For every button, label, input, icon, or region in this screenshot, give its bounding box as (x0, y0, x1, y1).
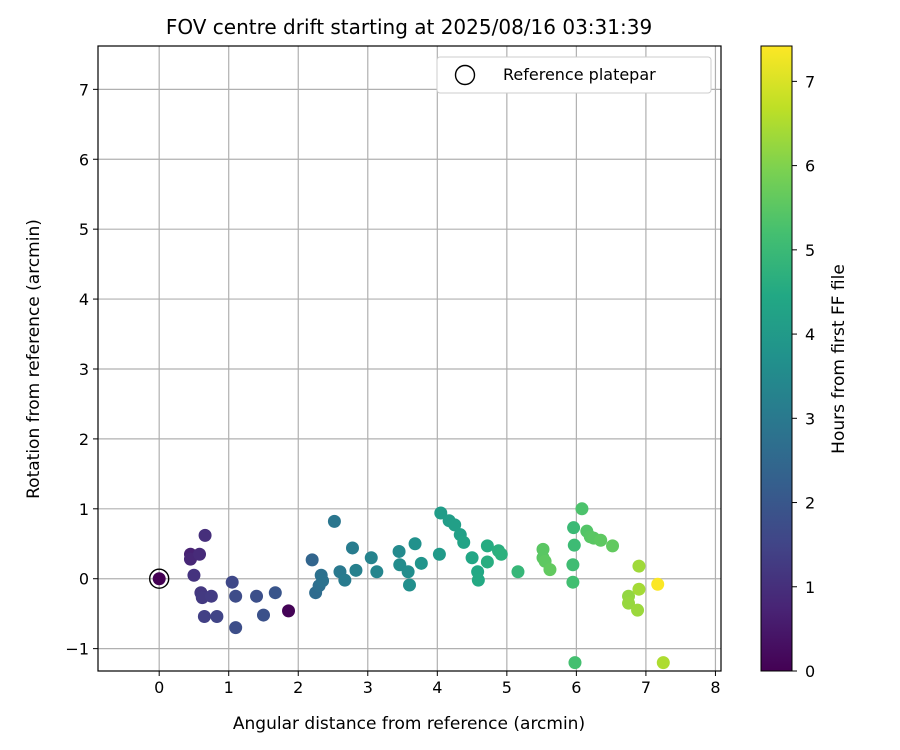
data-point (651, 577, 665, 591)
data-point (316, 574, 330, 588)
data-point (568, 656, 582, 670)
data-point (197, 609, 211, 623)
data-point (448, 518, 462, 532)
data-point (345, 541, 359, 555)
x-tick-label: 6 (571, 678, 581, 697)
data-point (632, 582, 646, 596)
data-point (457, 535, 471, 549)
data-point (152, 572, 166, 586)
y-tick-label: 5 (79, 220, 89, 239)
data-point (349, 563, 363, 577)
y-axis-label: Rotation from reference (arcmin) (24, 219, 44, 499)
colorbar-tick-label: 0 (805, 662, 815, 681)
y-tick-label: 1 (79, 500, 89, 519)
x-tick-label: 1 (224, 678, 234, 697)
data-point (622, 596, 636, 610)
data-point (198, 528, 212, 542)
colorbar-label: Hours from first FF file (829, 264, 849, 454)
colorbar-gradient (760, 45, 793, 672)
y-tick-label: 3 (79, 360, 89, 379)
data-point (566, 558, 580, 572)
colorbar-tick-label: 4 (805, 325, 815, 344)
data-point (414, 556, 428, 570)
data-point (566, 575, 580, 589)
data-point (567, 521, 581, 535)
colorbar-tick-label: 5 (805, 241, 815, 260)
data-point (268, 586, 282, 600)
data-point (543, 563, 557, 577)
x-tick-label: 3 (363, 678, 373, 697)
data-point (656, 656, 670, 670)
data-point (250, 589, 264, 603)
data-point (631, 603, 645, 617)
x-tick-label: 7 (641, 678, 651, 697)
data-point (305, 553, 319, 567)
colorbar-tick-label: 6 (805, 157, 815, 176)
x-tick-label: 4 (432, 678, 442, 697)
data-point (480, 539, 494, 553)
data-point (434, 506, 448, 520)
legend-label: Reference platepar (503, 65, 656, 84)
data-point (494, 547, 508, 561)
data-point (392, 544, 406, 558)
x-axis-ticks: 0 1 2 3 4 5 6 7 8 (154, 671, 721, 697)
x-tick-label: 5 (502, 678, 512, 697)
y-tick-label: 4 (79, 290, 89, 309)
data-point (256, 608, 270, 622)
y-tick-label: −1 (65, 640, 89, 659)
data-point (225, 575, 239, 589)
data-point (511, 565, 525, 579)
plot-frame (97, 45, 722, 672)
reference-platepar-marker (148, 568, 170, 589)
data-point (282, 604, 296, 618)
x-tick-label: 0 (154, 678, 164, 697)
data-point (229, 621, 243, 635)
data-point (370, 565, 384, 579)
data-point (403, 578, 416, 592)
colorbar-tick-label: 7 (805, 72, 815, 91)
data-point (187, 568, 201, 582)
data-point (327, 514, 341, 528)
y-tick-label: 0 (79, 570, 89, 589)
y-tick-label: 2 (79, 430, 89, 449)
data-point (471, 573, 485, 587)
y-tick-label: 7 (79, 80, 89, 99)
colorbar-ticks: 0 1 2 3 4 5 6 7 (792, 72, 815, 681)
data-point (229, 589, 243, 603)
legend-box (436, 56, 712, 94)
x-tick-label: 2 (293, 678, 303, 697)
y-tick-label: 6 (79, 150, 89, 169)
colorbar-tick-label: 1 (805, 578, 815, 597)
data-point (575, 502, 589, 516)
legend-marker (454, 64, 476, 86)
data-point (338, 573, 352, 587)
data-point (432, 547, 446, 561)
y-axis-ticks: −1 0 1 2 3 4 5 6 7 (65, 80, 98, 659)
colorbar-tick-label: 3 (805, 409, 815, 428)
colorbar-tick-label: 2 (805, 494, 815, 513)
data-point (193, 547, 207, 561)
data-point (594, 533, 608, 547)
data-point (408, 537, 422, 551)
data-point (465, 551, 479, 565)
data-point (480, 555, 494, 569)
chart-title: FOV centre drift starting at 2025/08/16 … (166, 15, 652, 39)
data-point (632, 559, 646, 573)
x-axis-label: Angular distance from reference (arcmin) (233, 714, 585, 734)
data-point (210, 609, 224, 623)
data-points (148, 502, 670, 670)
colorbar: 0 1 2 3 4 5 6 7 Hours from first FF file (760, 45, 849, 681)
legend: Reference platepar (436, 56, 712, 94)
data-point (606, 539, 620, 553)
data-point (567, 538, 581, 552)
data-point (401, 565, 415, 579)
data-point (204, 589, 218, 603)
data-point (364, 551, 378, 565)
x-tick-label: 8 (710, 678, 720, 697)
